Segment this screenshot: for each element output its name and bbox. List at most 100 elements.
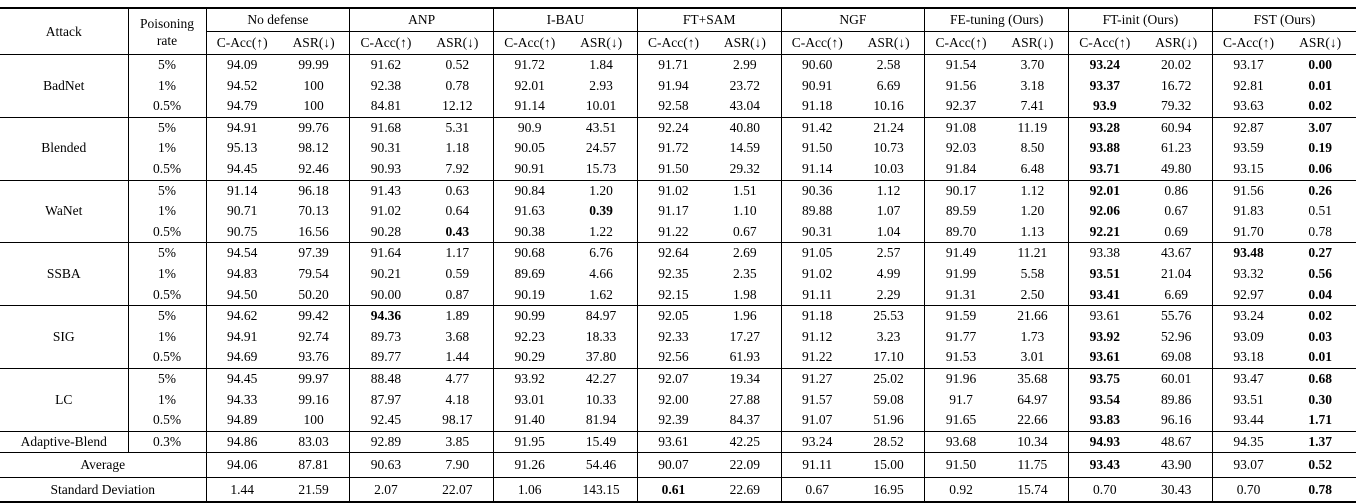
metric-value: 50.20 — [298, 286, 329, 302]
metric-value: 25.02 — [873, 370, 904, 386]
metric-header: ASR(↓) — [436, 35, 479, 50]
metric-value: 30.43 — [1160, 481, 1192, 497]
metric-value: 100 — [303, 77, 324, 93]
metric-value: 7.41 — [1020, 98, 1045, 114]
metric-value: 1.18 — [445, 140, 470, 156]
metric-value: 90.31 — [349, 138, 422, 159]
poisoning-rate: 5% — [127, 54, 206, 76]
metric-value: 93.61 — [1068, 347, 1141, 369]
attack-label: WaNet — [45, 203, 83, 219]
metric-value: 99.76 — [298, 119, 329, 135]
metric-value: 0.92 — [924, 477, 997, 503]
metric-value: 4.66 — [589, 265, 613, 281]
metric-value: 91.96 — [924, 368, 997, 390]
metric-value: 1.13 — [1020, 223, 1045, 239]
header-row-methods: Attack Poisoning rate No defense ANP I-BAU FT… — [0, 8, 1356, 55]
table-row: 0.5% 94.79 100 84.81 12.12 91.14 10.01 92.58 43.… — [0, 96, 1356, 118]
metric-value: 92.38 — [349, 75, 422, 97]
metric-value: 91.42 — [780, 117, 853, 139]
poisoning-rate: 5% — [127, 180, 206, 202]
metric-value: 91.07 — [780, 410, 853, 432]
metric-value: 35.68 — [1017, 370, 1048, 386]
poisoning-rate: 1% — [127, 201, 206, 222]
metric-value: 0.78 — [445, 77, 470, 93]
poisoning-rate: 0.3% — [127, 431, 206, 453]
metric-value: 93.51 — [1211, 389, 1285, 411]
metric-value: 93.75 — [1068, 368, 1141, 390]
metric-value: 55.76 — [1160, 308, 1192, 324]
metric-value: 91.70 — [1211, 221, 1285, 243]
metric-value: 1.17 — [445, 245, 470, 261]
metric-value: 23.72 — [729, 77, 761, 93]
method-header: FT-init (Ours) — [1068, 8, 1213, 32]
metric-value: 143.15 — [582, 481, 620, 497]
metric-value: 0.02 — [1308, 308, 1332, 324]
metric-value: 0.51 — [1308, 203, 1332, 219]
metric-value: 89.77 — [349, 347, 422, 369]
metric-value: 91.94 — [636, 75, 710, 97]
attack-group: Blended 5% 94.91 99.76 91.68 5.31 90.9 43.51 92.… — [0, 117, 1356, 181]
metric-value: 15.74 — [1017, 481, 1048, 497]
metric-value: 0.19 — [1308, 140, 1332, 156]
attack-label: Adaptive-Blend — [20, 433, 107, 449]
metric-value: 0.27 — [1308, 245, 1332, 261]
metric-value: 100 — [303, 412, 324, 428]
metric-value: 40.80 — [729, 119, 761, 135]
metric-value: 4.18 — [445, 391, 470, 407]
attack-group: LC 5% 94.45 99.97 88.48 4.77 93.92 42.27 92.07 19… — [0, 368, 1356, 432]
attack-group: Adaptive-Blend 0.3% 94.86 83.03 92.89 3.85 91.… — [0, 431, 1356, 453]
metric-value: 19.34 — [729, 370, 761, 386]
metric-header: C-Acc(↑) — [1211, 31, 1285, 55]
metric-value: 90.99 — [493, 305, 566, 327]
metric-value: 90.9 — [493, 117, 566, 139]
metric-value: 94.06 — [205, 452, 278, 478]
metric-value: 92.81 — [1211, 75, 1285, 97]
metric-value: 61.23 — [1160, 140, 1192, 156]
metric-value: 92.06 — [1068, 201, 1141, 222]
metric-value: 88.48 — [349, 368, 422, 390]
attack-label: SIG — [52, 328, 75, 344]
metric-value: 91.57 — [780, 389, 853, 411]
attack-label: Blended — [41, 140, 87, 156]
metric-value: 94.91 — [205, 326, 278, 348]
metric-value: 92.58 — [636, 96, 710, 118]
metric-value: 90.00 — [349, 284, 422, 306]
poisoning-rate: 0.5% — [127, 284, 206, 306]
metric-value: 0.04 — [1308, 286, 1332, 302]
metric-value: 37.80 — [585, 349, 617, 365]
metric-value: 10.16 — [873, 98, 904, 114]
metric-value: 93.68 — [924, 431, 997, 453]
metric-value: 91.02 — [349, 201, 422, 222]
poisoning-rate: 0.5% — [127, 221, 206, 243]
metric-value: 92.56 — [636, 347, 710, 369]
metric-value: 10.34 — [1017, 433, 1048, 449]
metric-value: 90.63 — [349, 452, 422, 478]
poisoning-rate: 5% — [127, 305, 206, 327]
table-row: 1% 94.83 79.54 90.21 0.59 89.69 4.66 92.35 2.35 9… — [0, 263, 1356, 285]
poisoning-rate: 5% — [127, 117, 206, 139]
metric-value: 94.54 — [205, 242, 278, 264]
metric-value: 90.31 — [780, 221, 853, 243]
metric-value: 0.52 — [445, 57, 470, 72]
metric-value: 83.03 — [298, 433, 329, 449]
summary-group: Average 94.06 87.81 90.63 7.90 91.26 54.46 90.0… — [0, 452, 1356, 478]
metric-value: 93.01 — [493, 389, 566, 411]
metric-value: 93.61 — [1068, 305, 1141, 327]
metric-value: 93.41 — [1068, 284, 1141, 306]
method-header: FST (Ours) — [1211, 8, 1356, 32]
metric-value: 90.68 — [493, 242, 566, 264]
metric-header: C-Acc(↑) — [205, 31, 278, 55]
metric-value: 94.45 — [205, 158, 278, 181]
metric-value: 92.23 — [493, 326, 566, 348]
metric-value: 94.33 — [205, 389, 278, 411]
summary-row: Average 94.06 87.81 90.63 7.90 91.26 54.46 90.0… — [0, 452, 1356, 478]
metric-value: 91.26 — [493, 452, 566, 478]
metric-value: 91.71 — [636, 54, 710, 76]
metric-value: 10.33 — [585, 391, 617, 407]
metric-value: 64.97 — [1017, 391, 1048, 407]
metric-value: 60.94 — [1160, 119, 1192, 135]
poisoning-rate: 1% — [127, 389, 206, 411]
metric-value: 99.97 — [298, 370, 329, 386]
metric-value: 92.89 — [349, 431, 422, 453]
metric-value: 84.81 — [349, 96, 422, 118]
